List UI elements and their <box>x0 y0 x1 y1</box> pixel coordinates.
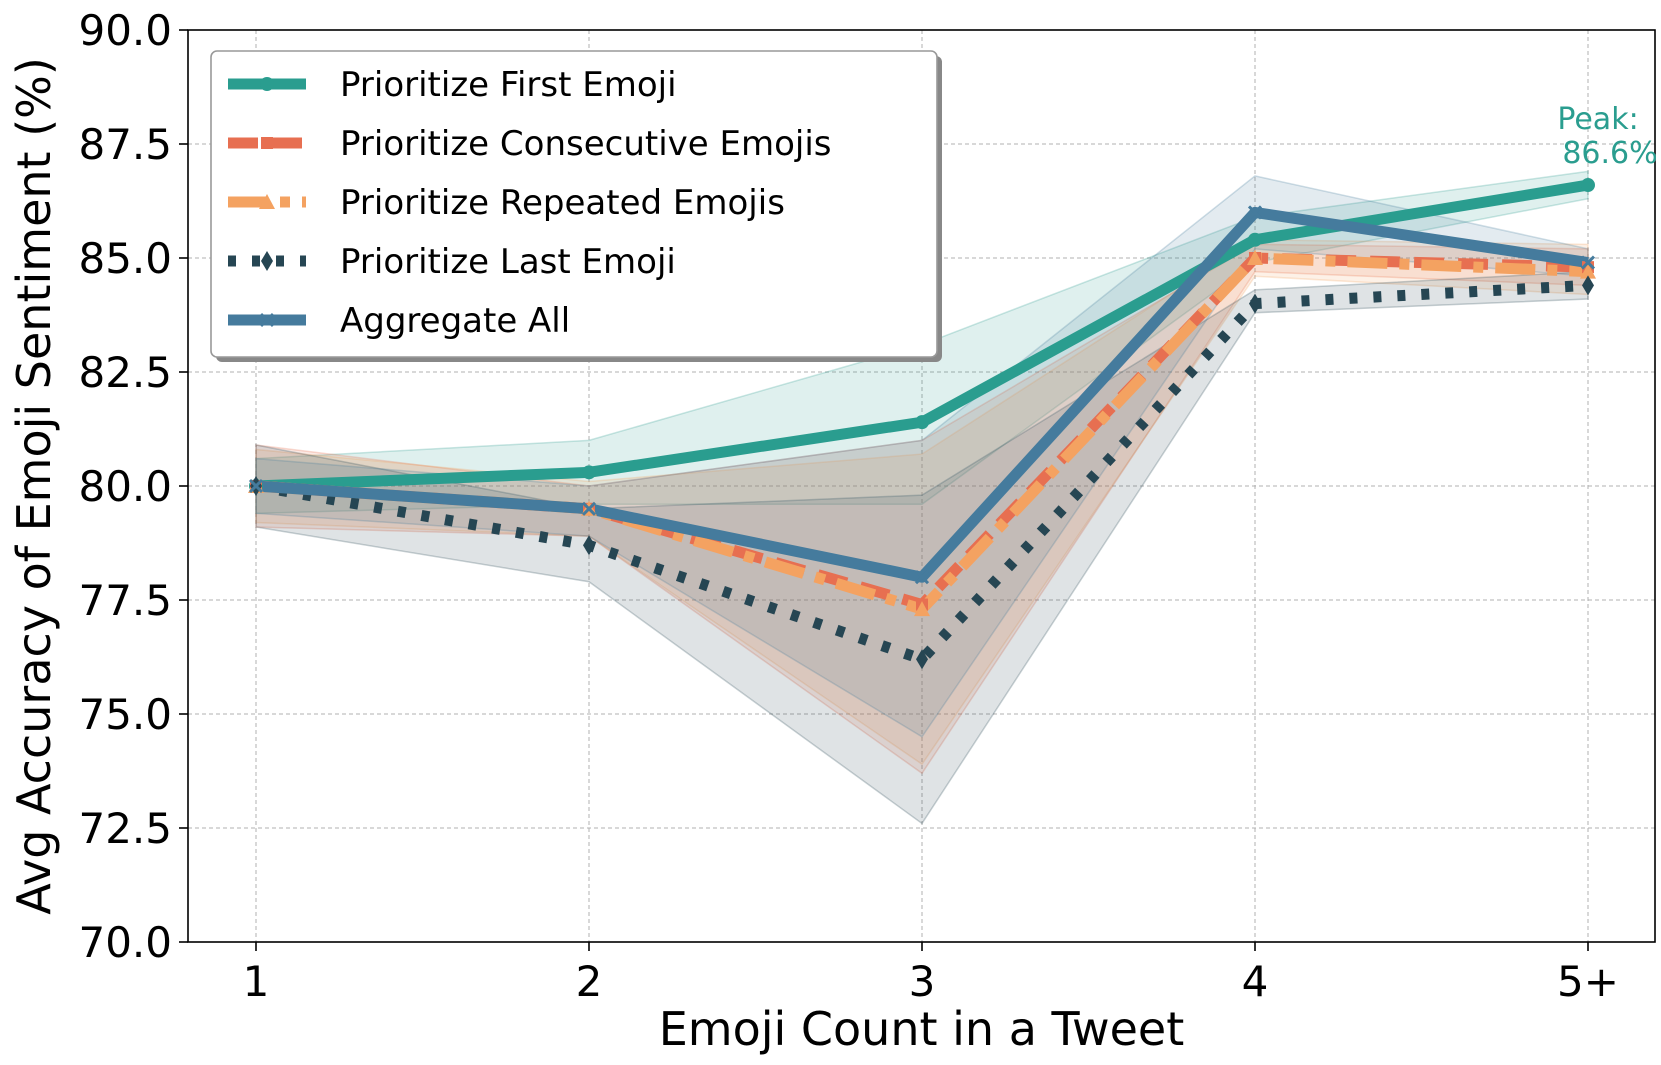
legend-label: Prioritize Last Emoji <box>340 242 676 282</box>
peak-annotation-label: Peak: <box>1557 102 1638 137</box>
x-tick-label: 3 <box>909 957 936 1006</box>
legend-marker <box>260 77 274 91</box>
band-series-3 <box>255 270 1589 825</box>
marker-series-0 <box>582 465 596 480</box>
marker-series-0 <box>1581 178 1595 193</box>
x-tick-label: 5+ <box>1557 957 1619 1006</box>
legend-label: Aggregate All <box>340 301 570 341</box>
x-tick-label: 2 <box>576 957 603 1006</box>
legend-label: Prioritize Consecutive Emojis <box>340 124 832 164</box>
y-tick-label: 87.5 <box>78 120 172 169</box>
y-tick-label: 75.0 <box>78 690 172 739</box>
marker-series-2 <box>1247 250 1263 265</box>
marker-series-0 <box>915 415 929 430</box>
marker-series-0 <box>1248 232 1262 247</box>
legend-label: Prioritize Repeated Emojis <box>340 183 785 223</box>
legend-marker <box>261 251 273 271</box>
y-tick-label: 70.0 <box>78 918 172 967</box>
marker-series-4 <box>914 570 930 585</box>
y-tick-label: 90.0 <box>78 6 172 55</box>
peak-annotation-value: 86.6% <box>1562 136 1657 171</box>
marker-series-3 <box>1249 293 1261 314</box>
y-axis-title: Avg Accuracy of Emoji Sentiment (%) <box>7 57 61 915</box>
marker-series-3 <box>916 649 928 670</box>
marker-series-4 <box>1580 255 1596 270</box>
marker-series-4 <box>248 478 264 494</box>
legend-marker <box>259 312 275 328</box>
y-tick-label: 82.5 <box>78 348 172 397</box>
marker-series-4 <box>1247 205 1263 220</box>
x-tick-label: 4 <box>1242 957 1269 1006</box>
marker-series-2 <box>1580 263 1596 279</box>
x-tick-label: 1 <box>243 957 270 1006</box>
legend-marker <box>259 194 275 209</box>
legend-label: Prioritize First Emoji <box>340 65 677 105</box>
legend-marker <box>261 137 273 149</box>
y-tick-label: 80.0 <box>78 462 172 511</box>
legend-box <box>210 50 938 358</box>
marker-series-4 <box>581 501 597 516</box>
x-axis-title: Emoji Count in a Tweet <box>659 1002 1185 1056</box>
marker-series-3 <box>583 535 595 556</box>
legend: Prioritize First Emoji Prioritize Consecu… <box>210 50 942 362</box>
legend-entries: Prioritize First Emoji Prioritize Consecu… <box>228 65 832 341</box>
y-tick-label: 85.0 <box>78 234 172 283</box>
marker-series-2 <box>914 601 930 617</box>
y-tick-label: 72.5 <box>78 804 172 853</box>
peak-annotation: Peak: 86.6% <box>1557 102 1657 171</box>
y-tick-label: 77.5 <box>78 576 172 625</box>
marker-series-3 <box>1582 275 1594 296</box>
series-markers <box>248 178 1596 670</box>
axis-ticks: 70.0 72.5 75.0 77.5 80.0 82.5 85.0 87.5 90.0 1 2 3 4… <box>78 6 1618 1006</box>
